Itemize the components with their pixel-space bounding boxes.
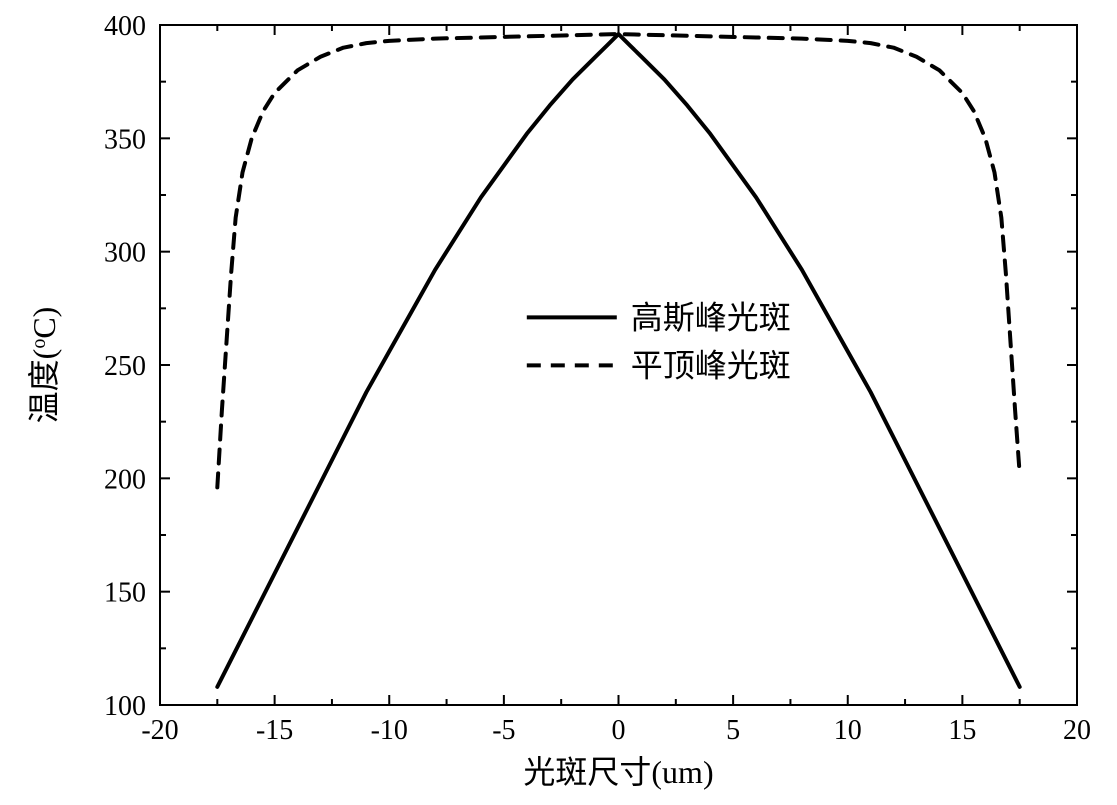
y-tick-label: 250 <box>104 351 146 382</box>
y-axis-label: 温度(oC) <box>26 307 62 424</box>
y-tick-label: 150 <box>104 578 146 609</box>
x-tick-label: 15 <box>948 715 976 746</box>
x-tick-label: 10 <box>834 715 862 746</box>
legend-label: 高斯峰光斑 <box>631 299 791 335</box>
y-tick-label: 200 <box>104 464 146 495</box>
x-tick-label: -20 <box>141 715 178 746</box>
x-tick-label: 5 <box>726 715 740 746</box>
x-axis-label: 光斑尺寸(um) <box>523 754 713 790</box>
y-tick-label: 100 <box>104 691 146 722</box>
chart-background <box>0 0 1117 805</box>
y-tick-label: 300 <box>104 238 146 269</box>
x-tick-label: 20 <box>1063 715 1091 746</box>
x-tick-label: -5 <box>492 715 515 746</box>
x-tick-label: 0 <box>612 715 626 746</box>
legend-label: 平顶峰光斑 <box>631 347 791 383</box>
line-chart: -20 -15 -10 -5 0 5 10 15 20 100 150 200 250 300 350 400… <box>0 0 1117 805</box>
y-tick-label: 350 <box>104 124 146 155</box>
y-tick-label: 400 <box>104 11 146 42</box>
x-tick-label: -15 <box>256 715 293 746</box>
x-tick-label: -10 <box>371 715 408 746</box>
